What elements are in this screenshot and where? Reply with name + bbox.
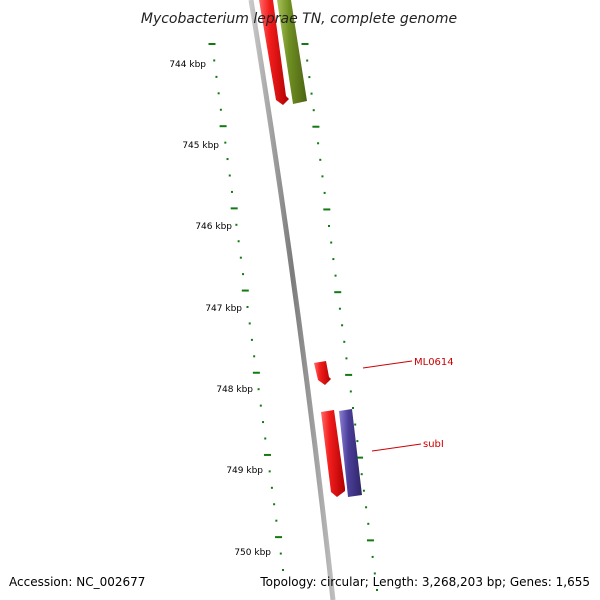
page-title: Mycobacterium leprae TN, complete genome (141, 11, 457, 27)
tick-label-745: 745 kbp (182, 141, 219, 151)
tick-label-746: 746 kbp (195, 222, 232, 232)
gene-subi-purple[interactable] (339, 409, 362, 497)
gene-label-ml0614[interactable]: ML0614 (414, 357, 454, 368)
tick-label-747: 747 kbp (205, 304, 242, 314)
gene-subi-red[interactable] (321, 410, 345, 497)
gene-top-red[interactable] (259, 0, 289, 105)
tick-track-right (301, 43, 378, 591)
tick-label-744: 744 kbp (169, 60, 206, 70)
tick-label-749: 749 kbp (226, 466, 263, 476)
tick-labels: 744 kbp 745 kbp 746 kbp 747 kbp 748 kbp … (169, 60, 271, 558)
subi-connector (371, 443, 422, 452)
accession-text: Accession: NC_002677 (9, 575, 145, 589)
tick-label-748: 748 kbp (216, 385, 253, 395)
tick-label-750: 750 kbp (234, 548, 271, 558)
tick-track-left (208, 43, 284, 571)
gene-label-subi[interactable]: subI (423, 439, 444, 450)
gene-ml0614[interactable] (314, 361, 331, 385)
gene-top-green[interactable] (277, 0, 307, 104)
genome-backbone (248, 0, 336, 600)
topology-text: Topology: circular; Length: 3,268,203 bp… (259, 575, 590, 589)
ml0614-connector (362, 360, 413, 369)
